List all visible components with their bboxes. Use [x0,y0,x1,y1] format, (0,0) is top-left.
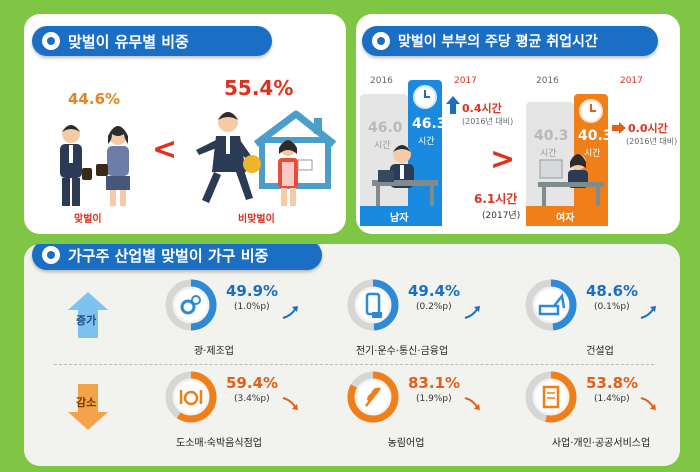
value-male-2016: 46.0 [368,120,403,136]
industry-item: 49.9% (1.0%p) 광·제조업 [164,278,314,362]
industry-item: 59.4% (3.4%p) 도소매·숙박음식점업 [164,370,314,454]
year-2016-label-female: 2016 [536,76,559,86]
industry-name: 건설업 [586,346,614,357]
compare-symbol-2: > [490,142,516,177]
clock-icon-male [413,85,437,109]
year-2017-label-male: 2017 [454,76,477,86]
up-arrow-icon [446,96,460,114]
industry-pct: 49.4% [408,282,461,300]
industry-pct: 53.8% [586,374,639,392]
up-arrow-icon [640,306,656,319]
bar-female-2016 [526,102,574,206]
dining-icon [165,371,217,423]
wheat-icon [347,371,399,423]
industry-change: (1.0%p) [234,302,270,312]
industry-item: 49.4% (0.2%p) 전기·운수·통신·금융업 [346,278,496,362]
unit-female-2016: 시간 [540,149,557,159]
excavator-icon [525,279,577,331]
base-female [526,206,608,226]
increase-arrow-icon [68,292,108,338]
industry-change: (0.2%p) [416,302,452,312]
unit-male-2016: 시간 [374,141,391,151]
value-male-2017: 46.3 [412,116,447,132]
female-worker-icon [538,154,604,206]
bullet-icon [372,32,390,50]
industry-change: (1.4%p) [594,394,630,404]
industry-change: (1.9%p) [416,394,452,404]
section-title: 맞벌이 부부의 주당 평균 취업시간 [398,34,598,50]
compare-symbol-1: < [152,132,178,167]
section-header-1: 맞벌이 유무별 비중 [32,26,272,56]
industry-pct: 49.9% [226,282,279,300]
non-dual-income-pct: 55.4% [224,76,294,100]
industry-pct: 59.4% [226,374,279,392]
industry-change: (3.4%p) [234,394,270,404]
section-header-2: 맞벌이 부부의 주당 평균 취업시간 [362,26,658,56]
decrease-label: 감소 [76,396,97,409]
panel-industry-share: 가구주 산업별 맞벌이 가구 비중 증가 감소 49.9% (1.0%p) 광·… [24,244,680,466]
label-male: 남자 [390,213,409,224]
value-female-2016: 40.3 [534,128,569,144]
gear-icon [165,279,217,331]
up-arrow-icon [282,306,298,319]
gap-value: 6.1시간 [474,192,518,206]
gap-note: (2017년) [482,211,521,221]
industry-item: 53.8% (1.4%p) 사업·개인·공공서비스업 [524,370,674,454]
industry-pct: 83.1% [408,374,461,392]
change-male: 0.4시간 [462,102,502,115]
phone-card-icon [347,279,399,331]
up-arrow-icon [464,306,480,319]
down-arrow-icon [464,397,480,410]
non-dual-income-family-icon [196,110,336,206]
panel-weekly-hours: 맞벌이 부부의 주당 평균 취업시간 2016 2017 46.0 시간 46.… [356,14,680,234]
dual-income-label: 맞벌이 [74,214,102,225]
document-icon [525,371,577,423]
down-arrow-icon [640,397,656,410]
industry-name: 농림어업 [387,438,425,449]
section-title: 맞벌이 유무별 비중 [68,32,189,51]
industry-name: 광·제조업 [194,346,234,357]
unit-male-2017: 시간 [418,137,435,147]
down-arrow-icon [282,397,298,410]
change-male-note: (2016년 대비) [462,117,514,126]
industry-change: (0.1%p) [594,302,630,312]
industry-pct: 48.6% [586,282,639,300]
industry-name: 사업·개인·공공서비스업 [551,438,651,449]
industry-item: 48.6% (0.1%p) 건설업 [524,278,674,362]
year-2017-label-female: 2017 [620,76,643,86]
industry-name: 도소매·숙박음식점업 [176,438,262,449]
change-female: 0.0시간 [628,122,668,135]
industry-item: 83.1% (1.9%p) 농림어업 [346,370,496,454]
value-female-2017: 40.3 [578,128,613,144]
decrease-arrow-icon [68,384,108,430]
group-divider [54,364,654,365]
unit-female-2017: 시간 [584,149,601,159]
label-female: 여자 [556,213,575,224]
year-2016-label-male: 2016 [370,76,393,86]
dual-income-pct: 44.6% [68,90,121,108]
male-worker-icon [372,145,438,206]
non-dual-income-label: 비맞벌이 [238,214,275,225]
clock-icon-female [579,99,603,123]
industry-name: 전기·운수·통신·금융업 [355,346,449,357]
right-arrow-icon [612,122,626,134]
panel-dual-income-share: 맞벌이 유무별 비중 44.6% 맞벌이 < 55.4% [24,14,346,234]
bullet-icon [42,32,60,50]
increase-label: 증가 [76,314,97,327]
dual-income-couple-icon [60,125,130,206]
base-male [360,206,442,226]
section-title: 가구주 산업별 맞벌이 가구 비중 [68,246,269,265]
section-header-3: 가구주 산업별 맞벌이 가구 비중 [32,244,322,270]
change-female-note: (2016년 대비) [626,137,678,146]
bullet-icon [42,246,60,264]
